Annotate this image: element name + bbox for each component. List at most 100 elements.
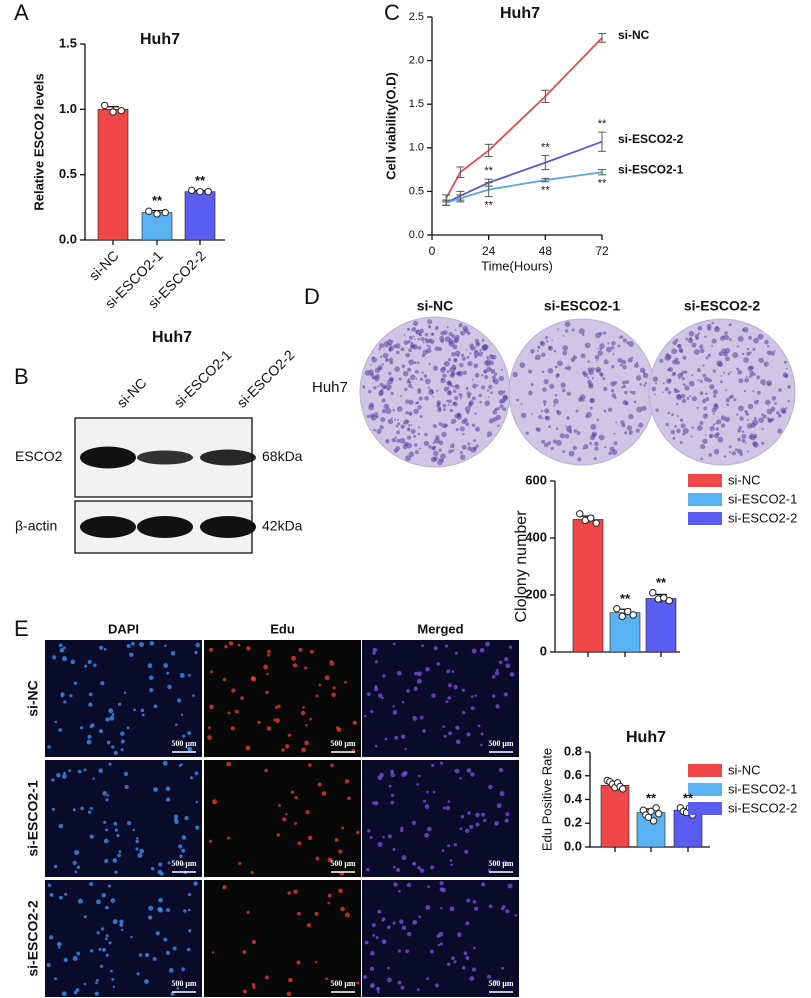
cell: [401, 925, 407, 931]
cell: [250, 870, 254, 875]
micrograph: [362, 760, 519, 877]
colony: [636, 406, 643, 413]
colony: [428, 444, 432, 449]
cell: [288, 977, 293, 983]
colony: [622, 384, 627, 389]
colony: [633, 400, 637, 404]
cell: [412, 715, 418, 721]
cell: [422, 729, 426, 733]
x-tick-label: 0: [429, 244, 436, 258]
colony: [591, 377, 594, 380]
cell: [470, 772, 475, 777]
cell: [189, 776, 194, 780]
colony: [490, 391, 493, 394]
colony: [487, 431, 493, 437]
colony: [756, 375, 761, 380]
cell: [487, 868, 492, 872]
colony: [453, 395, 459, 401]
error-bar: [541, 89, 550, 103]
cell: [170, 991, 175, 996]
blot-band: [200, 449, 256, 466]
colony: [400, 424, 405, 429]
cell: [514, 914, 518, 917]
cell: [451, 956, 455, 961]
cell: [453, 843, 457, 847]
cell: [294, 822, 297, 825]
cell: [302, 705, 305, 709]
cell: [335, 726, 339, 730]
colony: [763, 361, 769, 367]
colony: [708, 453, 713, 457]
legend-swatch: [688, 802, 722, 815]
colony: [418, 396, 423, 401]
y-tick-label: 0.5: [59, 166, 77, 181]
cell: [110, 898, 116, 903]
cell: [104, 858, 109, 864]
colony: [566, 391, 571, 396]
colony: [617, 344, 621, 348]
data-point: [649, 589, 657, 597]
colony: [680, 373, 683, 376]
colony: [553, 398, 559, 405]
colony: [744, 377, 749, 383]
cell: [315, 694, 319, 698]
colony: [469, 343, 475, 349]
colony: [452, 401, 457, 406]
cell: [338, 888, 343, 894]
colony: [540, 352, 546, 357]
cell: [149, 687, 154, 693]
colony: [736, 413, 739, 416]
cell: [62, 656, 68, 662]
cell: [294, 795, 298, 800]
cell: [112, 919, 118, 925]
colony: [631, 390, 636, 395]
cell: [485, 641, 490, 647]
colony: [666, 354, 672, 360]
cell: [377, 842, 383, 847]
cell: [416, 678, 422, 684]
colony: [370, 363, 373, 366]
colony: [484, 400, 491, 407]
colony: [774, 349, 776, 352]
y-tick-label: 2.5: [409, 11, 424, 23]
data-point: [644, 813, 653, 822]
cell: [76, 865, 81, 869]
cell: [436, 662, 441, 666]
colony: [553, 404, 556, 407]
colony: [444, 336, 451, 343]
x-tick-label: 24: [482, 244, 496, 258]
colony: [409, 374, 416, 381]
panel-letter: A: [14, 0, 29, 25]
colony: [391, 340, 394, 343]
cell: [246, 646, 251, 651]
cell: [90, 723, 95, 728]
colony: [578, 328, 585, 335]
colony: [642, 372, 649, 379]
data-point: [619, 785, 627, 793]
cell: [306, 923, 312, 928]
y-tick-label: 200: [525, 586, 547, 601]
series-label: si-NC: [618, 28, 650, 42]
cell: [105, 905, 109, 910]
cell: [102, 947, 106, 952]
colony: [543, 399, 547, 404]
cell: [416, 783, 419, 786]
colony: [705, 392, 708, 395]
cell: [192, 694, 195, 697]
colony: [400, 395, 402, 398]
cell: [363, 714, 367, 718]
cell: [372, 647, 378, 653]
colony: [675, 338, 679, 342]
cell: [61, 774, 67, 779]
colony: [622, 364, 627, 370]
significance: **: [598, 118, 607, 130]
colony: [473, 350, 480, 357]
cell: [430, 865, 435, 870]
cell: [252, 985, 256, 990]
cell: [363, 975, 367, 979]
cell: [375, 936, 379, 940]
cell: [298, 647, 303, 652]
colony: [496, 407, 500, 411]
cell: [332, 686, 336, 690]
cell: [58, 728, 63, 732]
